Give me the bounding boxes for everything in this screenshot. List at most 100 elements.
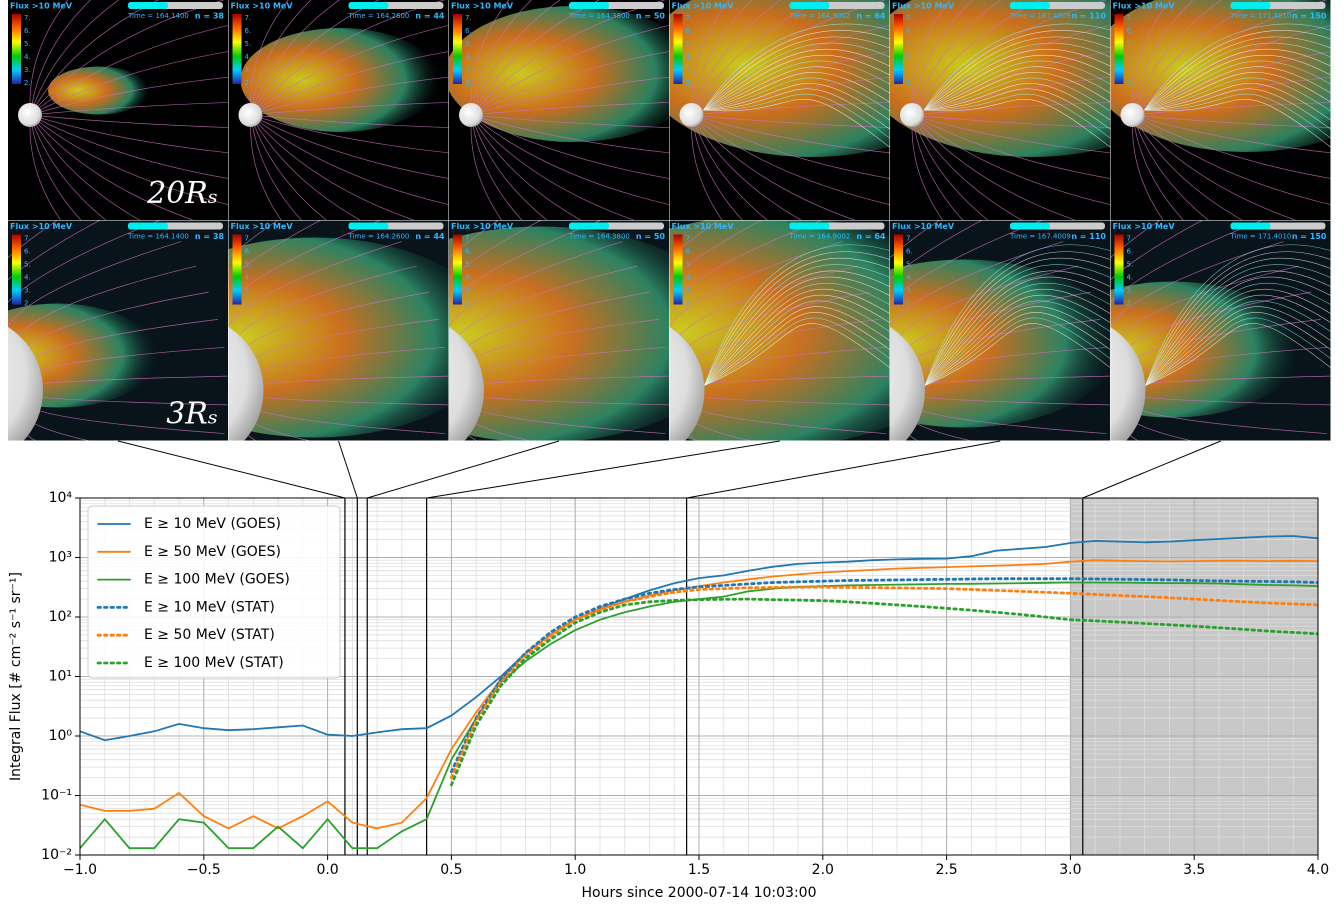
field-line — [913, 0, 973, 104]
field-line — [1144, 102, 1331, 115]
field-line — [1137, 423, 1192, 441]
field-line — [481, 410, 666, 434]
field-line — [34, 423, 90, 441]
plot: 10⁻² 10⁻¹ 10⁰ 10¹ 10² 10³ 10⁴ −1.0 −0.5 0.0 0.5 1.0… — [8, 440, 1329, 901]
field-line — [481, 347, 666, 371]
legend-label: E ≥ 10 MeV (GOES) — [144, 516, 281, 532]
field-line — [8, 241, 182, 327]
series-line — [80, 535, 1318, 742]
sim-panel: 7. 6. 5. 4. 3. 2. Flux >10 MeV Time = 164.3800 n… — [449, 0, 669, 220]
colorbar-tick: 7. — [24, 235, 31, 243]
colorbar-tick: 6. — [465, 27, 472, 35]
series-line — [450, 585, 1318, 779]
time-bar — [789, 222, 830, 230]
field-line — [702, 120, 890, 179]
series-line — [450, 577, 1318, 774]
field-line-white — [1144, 88, 1331, 130]
field-line — [911, 126, 944, 220]
field-line — [695, 0, 781, 104]
colorbar — [673, 14, 683, 84]
time-bar — [1230, 222, 1271, 230]
field-line — [482, 115, 669, 128]
field-line-white — [704, 306, 890, 386]
colorbar-tick: 3. — [24, 66, 31, 74]
field-line — [919, 0, 1107, 107]
field-line — [475, 319, 660, 358]
field-line-white — [923, 23, 1110, 111]
field-line — [41, 115, 228, 128]
colorbar-tick: 5. — [465, 40, 472, 48]
field-line — [40, 51, 228, 110]
field-line — [8, 220, 161, 303]
colorbar-tick: 6. — [686, 248, 693, 256]
field-line — [923, 115, 1110, 128]
axes-frame — [79, 497, 1319, 856]
colorbar-tick: 6. — [24, 27, 31, 35]
row-label: 20Rₛ — [146, 176, 218, 211]
flux-cloud — [8, 303, 158, 408]
legend-box — [87, 505, 341, 679]
field-line — [261, 117, 449, 154]
panel-time: Time = 164.3800 — [568, 233, 630, 241]
field-line-white — [704, 282, 890, 386]
field-line — [259, 25, 449, 109]
field-line — [693, 126, 743, 220]
field-line — [258, 123, 415, 220]
field-line-white — [924, 317, 1110, 386]
field-line — [250, 0, 289, 104]
field-line — [1142, 410, 1327, 434]
field-line-white — [1145, 306, 1331, 386]
field-line-white — [1145, 300, 1331, 386]
panel-n: n = 38 — [195, 12, 225, 21]
colorbar-tick: 6. — [1127, 248, 1134, 256]
panel-title: Flux >10 MeV — [672, 2, 735, 11]
colorbar-tick: 3. — [465, 66, 472, 74]
field-line-white — [703, 54, 890, 111]
field-line — [27, 291, 209, 346]
x-tick-label: −0.5 — [187, 862, 221, 878]
field-line — [238, 265, 417, 336]
y-axis-label: Integral Flux [# cm⁻² s⁻¹ sr⁻¹] — [8, 572, 24, 781]
colorbar-tick: 7. — [465, 14, 472, 22]
field-line — [36, 125, 141, 220]
panel-n: n = 110 — [1071, 12, 1106, 21]
field-line-white — [1144, 30, 1331, 111]
field-line — [260, 410, 445, 434]
panel-time: Time = 164.9002 — [789, 12, 851, 20]
time-bar — [348, 222, 389, 230]
colorbar-tick: 6. — [906, 248, 913, 256]
colorbar-tick: 2. — [906, 300, 913, 308]
colorbar-tick: 7. — [906, 235, 913, 243]
time-bar — [569, 2, 609, 9]
field-line — [693, 0, 753, 104]
field-line-white — [923, 83, 1110, 121]
field-line — [459, 265, 638, 336]
field-line — [448, 454, 622, 539]
x-tick-label: 2.5 — [935, 862, 957, 878]
field-line — [1145, 397, 1331, 406]
panel-image — [228, 0, 449, 220]
field-line — [919, 123, 1076, 220]
field-line-white — [1144, 42, 1331, 111]
colorbar-tick: 5. — [24, 261, 31, 269]
field-line-white — [1145, 244, 1331, 386]
field-line — [481, 120, 669, 179]
colorbar-tick: 6. — [245, 248, 252, 256]
field-line — [472, 126, 523, 220]
field-line — [36, 0, 159, 105]
colorbar-tick: 7. — [906, 14, 913, 22]
panel-title: Flux >10 MeV — [451, 2, 514, 11]
field-line — [29, 0, 69, 104]
field-line-white — [704, 323, 890, 386]
flux-cloud — [449, 6, 669, 142]
field-line-white — [704, 251, 890, 386]
field-line — [460, 446, 638, 515]
y-tick-label: 10¹ — [49, 669, 72, 685]
field-line — [679, 265, 858, 336]
panel-title: Flux >10 MeV — [10, 222, 73, 231]
field-line — [259, 121, 449, 205]
field-line-white — [923, 42, 1110, 111]
field-line — [19, 446, 197, 515]
field-line — [1143, 117, 1331, 154]
colorbar-tick: 5. — [1127, 261, 1134, 269]
